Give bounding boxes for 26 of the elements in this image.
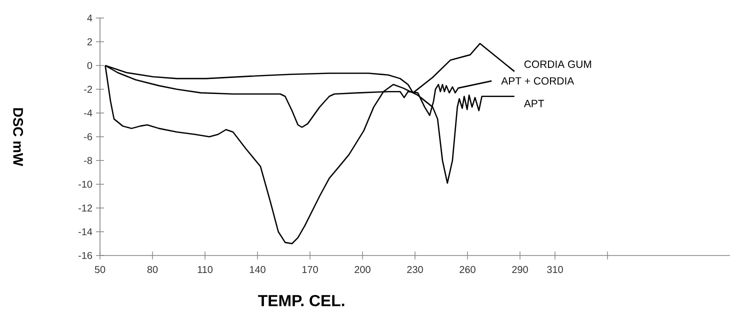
series-label: CORDIA GUM: [524, 60, 592, 68]
series-label: APT: [524, 100, 544, 108]
x-tick-label: 140: [250, 266, 266, 274]
x-axis-title: TEMP. CEL.: [258, 294, 344, 306]
y-tick-label: 2: [87, 38, 92, 46]
y-tick-label: -4: [84, 110, 92, 116]
y-tick-label: -12: [78, 204, 92, 212]
x-tick-label: 50: [94, 266, 106, 274]
y-tick-label: -10: [78, 180, 92, 188]
y-tick-label: 4: [87, 14, 92, 22]
x-tick-label: 260: [460, 266, 476, 274]
y-tick-label: 0: [87, 62, 92, 70]
x-tick-label: 110: [198, 266, 213, 274]
x-tick-label: 200: [354, 266, 370, 274]
y-axis-title: DSC mW: [13, 108, 24, 166]
x-tick-label: 290: [512, 266, 528, 274]
series-label: APT + CORDIA: [501, 77, 574, 85]
x-tick-label: 170: [302, 266, 318, 274]
x-tick-label: 230: [407, 266, 423, 274]
x-tick-label: 310: [547, 266, 563, 274]
y-tick-label: -2: [84, 86, 92, 93]
y-tick-label: -8: [84, 156, 92, 164]
y-tick-label: -6: [84, 133, 92, 140]
y-tick-label: -16: [78, 252, 92, 260]
y-tick-label: -14: [78, 228, 92, 236]
x-tick-label: 80: [147, 266, 158, 274]
